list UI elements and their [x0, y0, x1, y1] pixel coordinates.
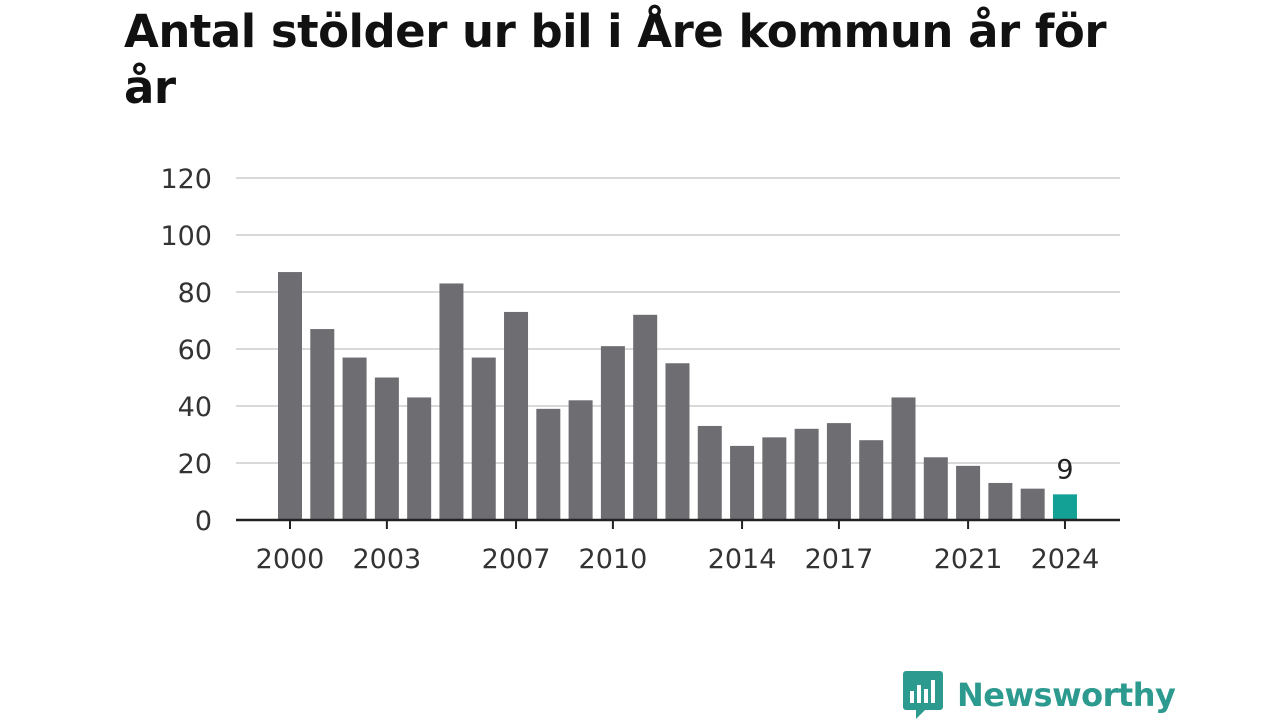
y-tick-label: 40	[178, 392, 212, 423]
y-tick-label: 0	[195, 506, 212, 537]
bar-2021	[956, 465, 981, 520]
bar-2018	[859, 440, 884, 520]
bar-2008	[536, 408, 561, 520]
bar-2001	[310, 329, 335, 520]
bar-2024	[1052, 494, 1077, 520]
x-tick-label: 2017	[805, 544, 874, 575]
bar-2010	[600, 346, 625, 520]
data-label-2024: 9	[1056, 454, 1073, 485]
brand-name: Newsworthy	[957, 676, 1176, 714]
y-tick-label: 100	[160, 221, 212, 252]
bar-2019	[891, 397, 916, 520]
bar-2007	[504, 311, 529, 520]
bar-2004	[407, 397, 432, 520]
bar-2002	[342, 357, 367, 520]
bar-2023	[1020, 488, 1045, 520]
bar-2005	[439, 283, 464, 520]
x-tick-label: 2021	[934, 544, 1003, 575]
x-tick-label: 2010	[579, 544, 648, 575]
bar-2006	[471, 357, 496, 520]
bar-2022	[988, 482, 1013, 520]
y-tick-label: 80	[178, 278, 212, 309]
bar-2017	[826, 423, 851, 520]
y-tick-label: 20	[178, 449, 212, 480]
y-tick-label: 120	[160, 164, 212, 195]
chart-title: Antal stölder ur bil i Åre kommun år för…	[124, 5, 1107, 114]
data-labels: 9	[1056, 454, 1073, 485]
x-tick-label: 2000	[256, 544, 325, 575]
bar-2012	[665, 363, 690, 520]
x-tick-label: 2024	[1031, 544, 1100, 575]
bar-2011	[633, 314, 658, 520]
bar-chart: 0 20 40 60 80 100 120 2000 2003 2007 2010 2014 2017…	[160, 164, 1120, 575]
bar-2015	[762, 437, 787, 520]
newsworthy-logo-icon	[903, 671, 943, 719]
bar-2000	[278, 272, 302, 520]
x-tick-label: 2007	[482, 544, 551, 575]
newsworthy-logo: Newsworthy	[903, 670, 1176, 720]
bar-2020	[923, 457, 948, 520]
bars	[278, 272, 1077, 520]
bar-2003	[374, 377, 399, 520]
bar-2014	[730, 445, 755, 520]
x-tick-label: 2014	[708, 544, 777, 575]
bar-2009	[568, 400, 593, 520]
bar-2016	[794, 428, 819, 520]
bar-2013	[697, 425, 722, 520]
y-axis-tick-labels: 0 20 40 60 80 100 120	[160, 164, 212, 537]
x-tick-label: 2003	[353, 544, 422, 575]
x-axis-ticks: 2000 2003 2007 2010 2014 2017 2021 2024	[256, 520, 1100, 575]
y-tick-label: 60	[178, 335, 212, 366]
